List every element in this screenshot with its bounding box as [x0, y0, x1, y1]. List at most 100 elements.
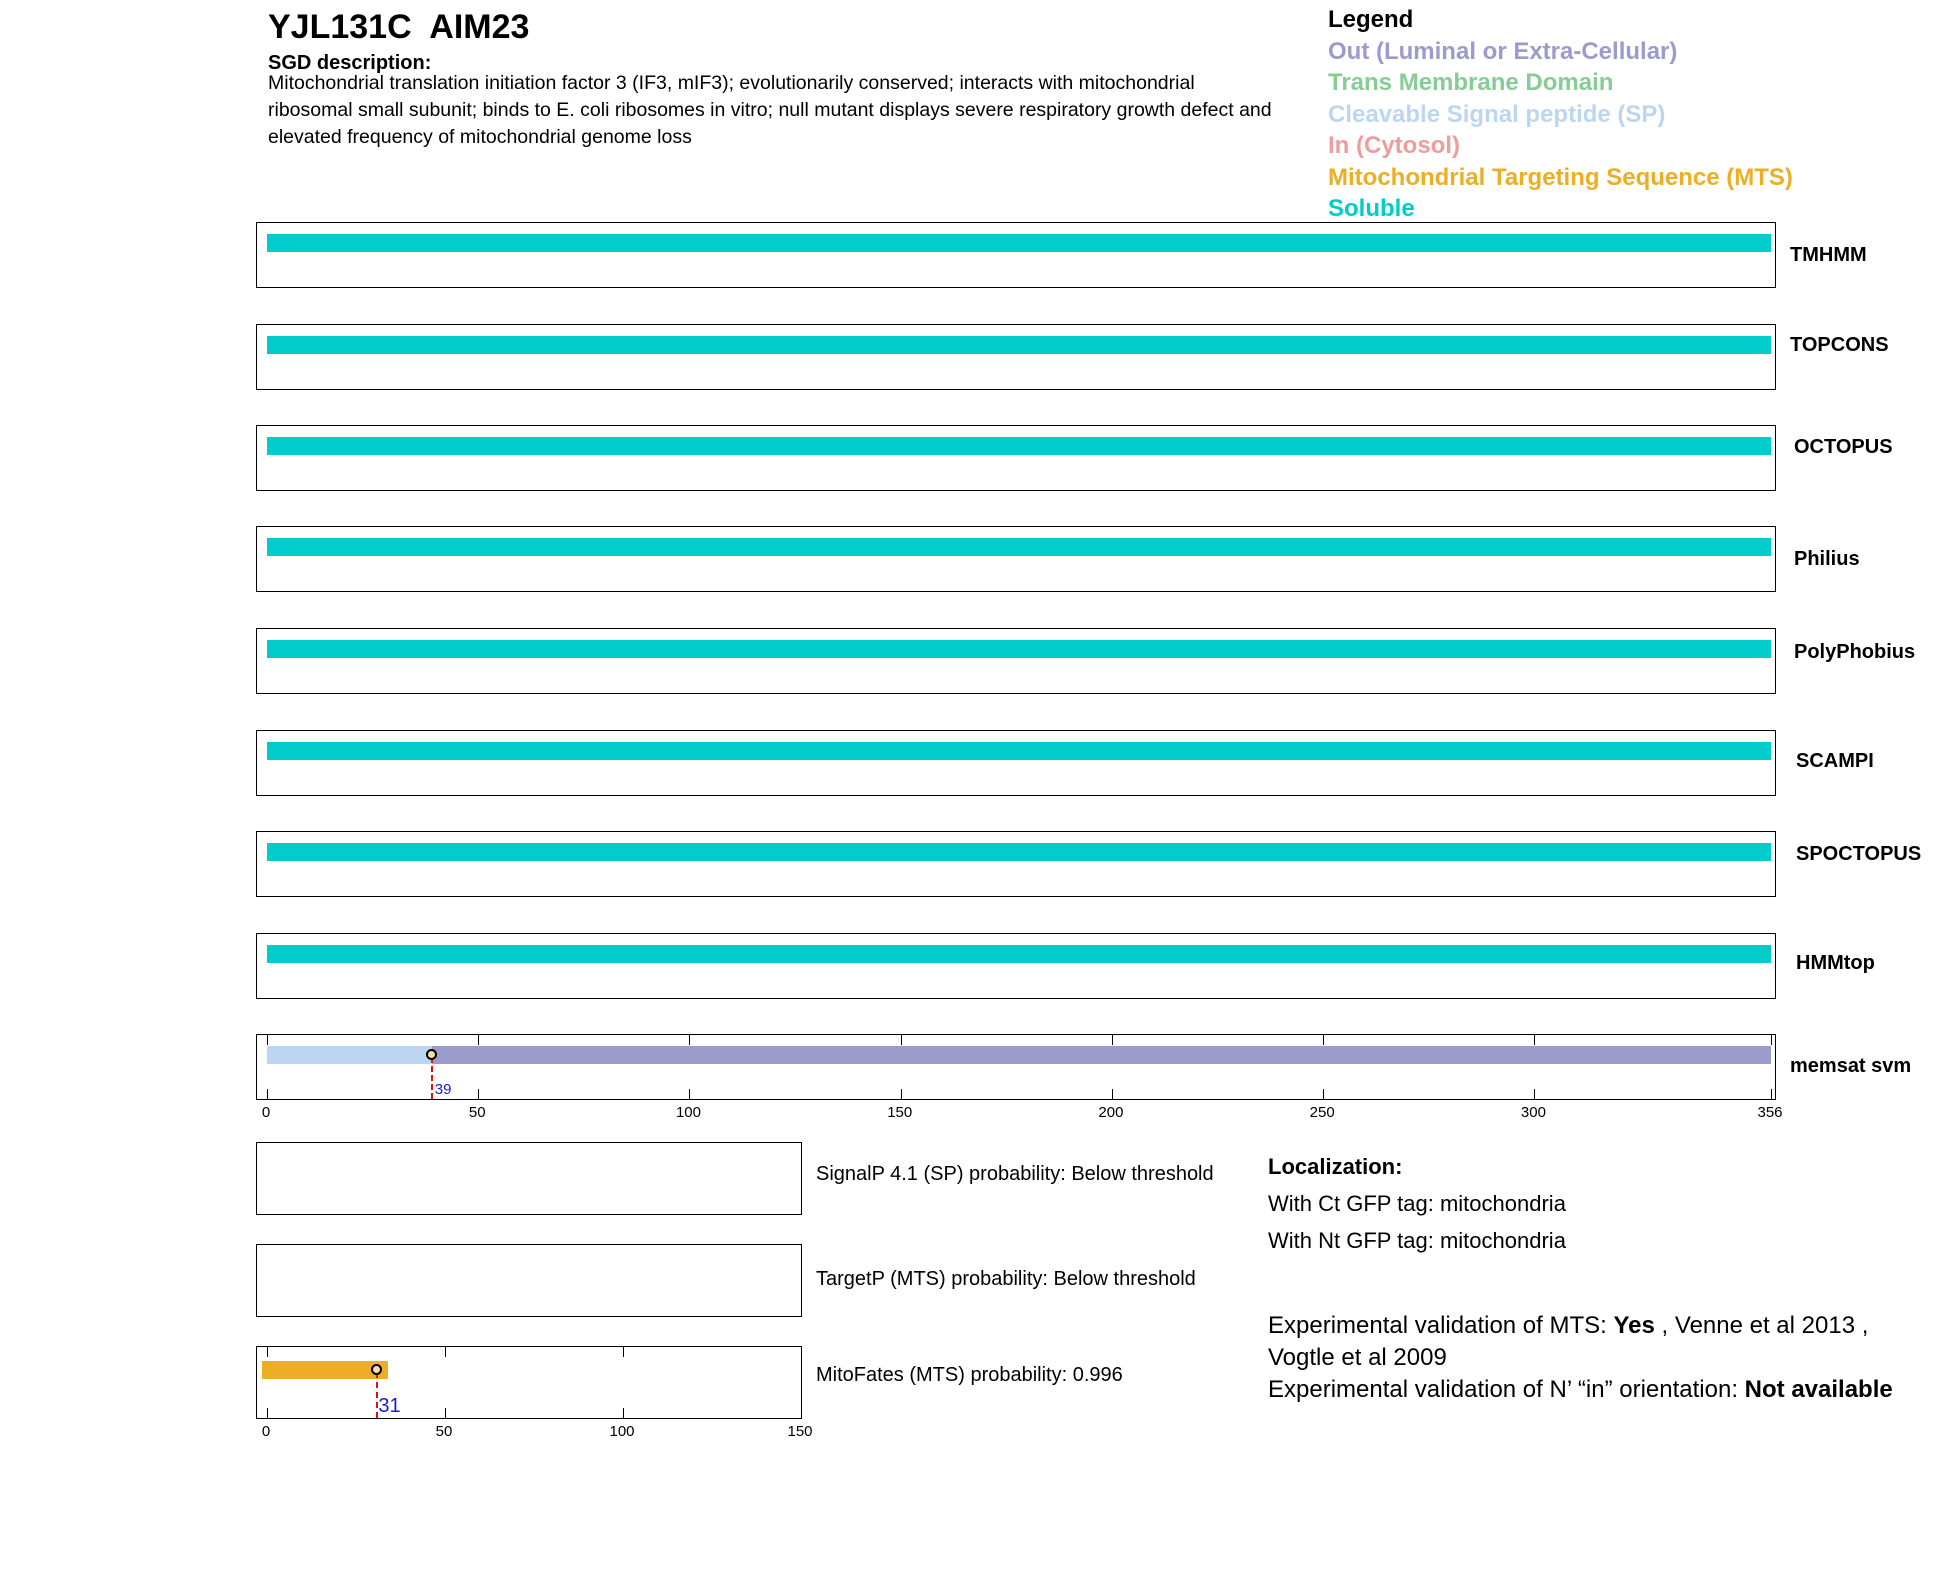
x-tick-label: 50	[468, 1104, 486, 1121]
marker-label: 31	[378, 1395, 401, 1417]
legend-item-out: Out (Luminal or Extra-Cellular)	[1328, 37, 1678, 65]
mts-validation-label: Experimental validation of MTS:	[1268, 1312, 1614, 1339]
x-tick	[1771, 1089, 1772, 1099]
track-label-hmmtop: HMMtop	[1796, 952, 1875, 974]
x-tick-label: 0	[261, 1104, 271, 1121]
track-polyphobius	[256, 628, 1776, 694]
track-label-scampi: SCAMPI	[1796, 750, 1874, 772]
track-hmmtop	[256, 933, 1776, 999]
legend: Legend Out (Luminal or Extra-Cellular) T…	[1328, 4, 1793, 225]
orientation-validation-value: Not available	[1744, 1376, 1893, 1403]
x-tick-label: 250	[1309, 1104, 1335, 1121]
marker-dot	[425, 1049, 437, 1060]
x-tick-label: 100	[675, 1104, 701, 1121]
sgd-description-label: SGD description:	[268, 52, 432, 74]
ct-gfp-localization: With Ct GFP tag: mitochondria	[1268, 1191, 1566, 1216]
x-tick	[1111, 1089, 1113, 1099]
segment-soluble	[267, 437, 1771, 455]
segment-soluble	[267, 336, 1771, 354]
segment-soluble	[267, 538, 1771, 556]
mts-validation-value: Yes	[1613, 1312, 1655, 1339]
legend-item-sp: Cleavable Signal peptide (SP)	[1328, 100, 1666, 128]
gene-id: YJL131C	[268, 8, 412, 46]
x-tick	[1534, 1089, 1536, 1099]
legend-item-in: In (Cytosol)	[1328, 132, 1460, 159]
x-tick	[1534, 1035, 1536, 1045]
x-tick-label: 200	[1098, 1104, 1124, 1121]
x-tick	[801, 1347, 802, 1357]
track-octopus	[256, 425, 1776, 491]
orientation-validation: Experimental validation of N’ “in” orien…	[1268, 1374, 1908, 1406]
localization-block: Localization: With Ct GFP tag: mitochond…	[1268, 1148, 1566, 1259]
segment-mitochondrial-targeting-sequence-mts	[262, 1361, 389, 1379]
segment-cleavable-signal-peptide-sp	[267, 1046, 432, 1064]
x-tick	[267, 1089, 268, 1099]
segment-soluble	[267, 234, 1771, 252]
track-tmhmm	[256, 222, 1776, 288]
legend-item-tm: Trans Membrane Domain	[1328, 69, 1614, 96]
x-tick	[623, 1408, 624, 1418]
track-spoctopus	[256, 831, 1776, 897]
x-tick	[1111, 1035, 1113, 1045]
x-tick-label: 150	[787, 1423, 813, 1440]
segment-soluble	[267, 945, 1771, 963]
track-memsat-svm: 39	[256, 1034, 1776, 1100]
mts-validation: Experimental validation of MTS: Yes , Ve…	[1268, 1310, 1908, 1374]
marker-line	[430, 1057, 433, 1099]
panel-mitofates: 31	[256, 1346, 802, 1419]
experimental-validation: Experimental validation of MTS: Yes , Ve…	[1268, 1310, 1908, 1406]
track-label-topcons: TOPCONS	[1790, 334, 1889, 356]
x-tick	[689, 1089, 691, 1099]
track-philius	[256, 526, 1776, 592]
x-tick-label: 300	[1520, 1104, 1546, 1121]
legend-item-mts: Mitochondrial Targeting Sequence (MTS)	[1328, 163, 1793, 191]
track-label-tmhmm: TMHMM	[1790, 244, 1867, 266]
x-tick	[1323, 1089, 1325, 1099]
x-tick	[478, 1089, 480, 1099]
track-label-octopus: OCTOPUS	[1794, 436, 1893, 458]
legend-title: Legend	[1328, 6, 1414, 33]
mts-validation-refs: , Venne et al 2013 , Vogtle et al 2009	[1268, 1312, 1869, 1371]
x-tick	[900, 1035, 902, 1045]
marker-label: 39	[434, 1081, 452, 1098]
x-tick	[267, 1347, 268, 1357]
x-tick	[623, 1347, 624, 1357]
orientation-validation-label: Experimental validation of N’ “in” orien…	[1268, 1376, 1745, 1403]
panel-targetp	[256, 1244, 802, 1317]
sgd-description-text: Mitochondrial translation initiation fac…	[268, 72, 1272, 148]
x-tick	[267, 1035, 268, 1045]
track-label-philius: Philius	[1794, 548, 1860, 570]
x-tick	[1323, 1035, 1325, 1045]
track-label-spoctopus: SPOCTOPUS	[1796, 843, 1922, 865]
track-scampi	[256, 730, 1776, 796]
track-topcons	[256, 324, 1776, 390]
x-tick	[1771, 1035, 1772, 1045]
x-tick-label: 356	[1757, 1104, 1783, 1121]
marker-dot	[371, 1364, 383, 1375]
x-tick-label: 0	[261, 1423, 271, 1440]
gene-title: YJL131C AIM23	[268, 8, 529, 47]
x-tick	[267, 1408, 268, 1418]
x-tick	[478, 1035, 480, 1045]
track-label-memsat-svm: memsat svm	[1790, 1055, 1912, 1077]
x-tick	[900, 1089, 902, 1099]
x-tick	[445, 1408, 446, 1418]
x-tick	[801, 1408, 802, 1418]
localization-title: Localization:	[1268, 1154, 1403, 1179]
panel-signalp	[256, 1142, 802, 1215]
x-tick-label: 150	[887, 1104, 913, 1121]
marker-line	[376, 1372, 379, 1418]
x-tick	[445, 1347, 446, 1357]
gene-name: AIM23	[429, 8, 530, 46]
segment-soluble	[267, 742, 1771, 760]
x-tick-label: 50	[435, 1423, 453, 1440]
legend-item-soluble: Soluble	[1328, 195, 1415, 222]
track-label-polyphobius: PolyPhobius	[1794, 641, 1916, 663]
segment-out-luminal-or-extra-cellular	[431, 1046, 1771, 1064]
segment-soluble	[267, 843, 1771, 861]
x-tick-label: 100	[609, 1423, 635, 1440]
panel-text-mitofates: MitoFates (MTS) probability: 0.996	[816, 1364, 1123, 1386]
nt-gfp-localization: With Nt GFP tag: mitochondria	[1268, 1228, 1566, 1253]
panel-text-targetp: TargetP (MTS) probability: Below thresho…	[816, 1268, 1196, 1290]
x-tick	[689, 1035, 691, 1045]
